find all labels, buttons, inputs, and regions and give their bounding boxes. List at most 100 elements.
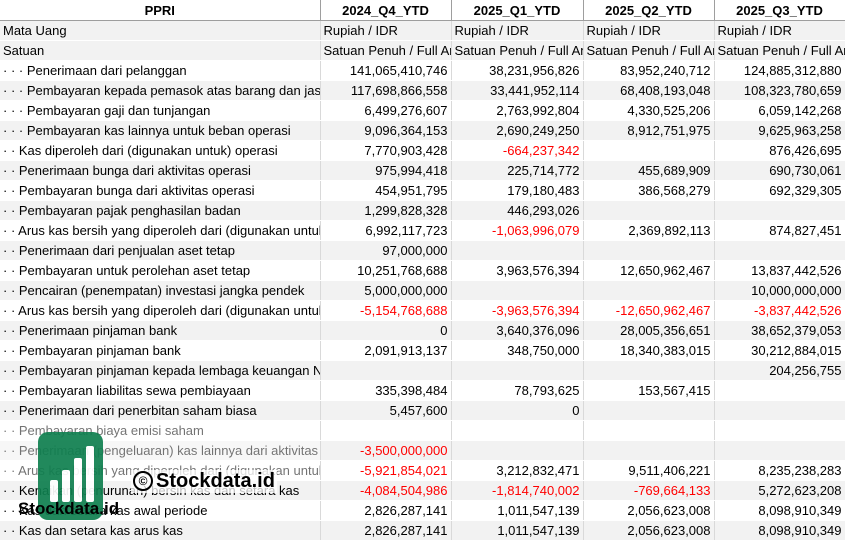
- table-cell[interactable]: [714, 200, 845, 221]
- row-label[interactable]: Mata Uang: [0, 20, 321, 41]
- row-label[interactable]: · · Penerimaan dari penjualan aset tetap: [0, 240, 321, 261]
- table-cell[interactable]: 3,640,376,096: [451, 320, 584, 341]
- table-cell[interactable]: 8,912,751,975: [583, 120, 715, 141]
- row-label[interactable]: · · Kas diperoleh dari (digunakan untuk)…: [0, 140, 321, 161]
- table-cell[interactable]: 9,625,963,258: [714, 120, 845, 141]
- row-label[interactable]: · · Penerimaan dari penerbitan saham bia…: [0, 400, 321, 421]
- table-cell[interactable]: 9,511,406,221: [583, 460, 715, 481]
- table-cell[interactable]: 225,714,772: [451, 160, 584, 181]
- table-cell[interactable]: 179,180,483: [451, 180, 584, 201]
- row-label[interactable]: · · Pembayaran untuk perolehan aset teta…: [0, 260, 321, 281]
- table-cell[interactable]: -3,500,000,000: [320, 440, 452, 461]
- table-cell[interactable]: 2,056,623,008: [583, 500, 715, 521]
- table-cell[interactable]: [583, 400, 715, 421]
- table-cell[interactable]: 13,837,442,526: [714, 260, 845, 281]
- corner-header[interactable]: PPRI: [0, 0, 321, 21]
- table-cell[interactable]: 28,005,356,651: [583, 320, 715, 341]
- table-cell[interactable]: -4,084,504,986: [320, 480, 452, 501]
- table-cell[interactable]: 68,408,193,048: [583, 80, 715, 101]
- table-cell[interactable]: Rupiah / IDR: [451, 20, 584, 41]
- table-cell[interactable]: 38,652,379,053: [714, 320, 845, 341]
- table-cell[interactable]: 6,499,276,607: [320, 100, 452, 121]
- table-cell[interactable]: Satuan Penuh / Full Amount: [320, 40, 452, 61]
- table-cell[interactable]: 4,330,525,206: [583, 100, 715, 121]
- table-cell[interactable]: [714, 380, 845, 401]
- table-cell[interactable]: 10,000,000,000: [714, 280, 845, 301]
- table-cell[interactable]: -664,237,342: [451, 140, 584, 161]
- table-cell[interactable]: [320, 360, 452, 381]
- row-label[interactable]: · · · Pembayaran kas lainnya untuk beban…: [0, 120, 321, 141]
- row-label[interactable]: · · Pembayaran pinjaman kepada lembaga k…: [0, 360, 321, 381]
- table-cell[interactable]: -1,814,740,002: [451, 480, 584, 501]
- table-cell[interactable]: 876,426,695: [714, 140, 845, 161]
- table-cell[interactable]: [714, 440, 845, 461]
- table-cell[interactable]: 97,000,000: [320, 240, 452, 261]
- table-cell[interactable]: 1,299,828,328: [320, 200, 452, 221]
- table-cell[interactable]: 692,329,305: [714, 180, 845, 201]
- table-cell[interactable]: 3,212,832,471: [451, 460, 584, 481]
- table-cell[interactable]: 6,059,142,268: [714, 100, 845, 121]
- table-cell[interactable]: -5,921,854,021: [320, 460, 452, 481]
- table-cell[interactable]: [583, 440, 715, 461]
- table-cell[interactable]: Rupiah / IDR: [714, 20, 845, 41]
- table-cell[interactable]: 117,698,866,558: [320, 80, 452, 101]
- table-cell[interactable]: -3,963,576,394: [451, 300, 584, 321]
- row-label[interactable]: · · Penerimaan pinjaman bank: [0, 320, 321, 341]
- table-cell[interactable]: 8,098,910,349: [714, 500, 845, 521]
- table-cell[interactable]: 1,011,547,139: [451, 500, 584, 521]
- row-label[interactable]: · · · Pembayaran kepada pemasok atas bar…: [0, 80, 321, 101]
- table-cell[interactable]: 5,000,000,000: [320, 280, 452, 301]
- table-cell[interactable]: [451, 360, 584, 381]
- table-cell[interactable]: 18,340,383,015: [583, 340, 715, 361]
- table-cell[interactable]: 2,091,913,137: [320, 340, 452, 361]
- table-cell[interactable]: [583, 140, 715, 161]
- row-label[interactable]: · · Arus kas bersih yang diperoleh dari …: [0, 220, 321, 241]
- table-cell[interactable]: Rupiah / IDR: [583, 20, 715, 41]
- table-cell[interactable]: 5,272,623,208: [714, 480, 845, 501]
- table-cell[interactable]: 335,398,484: [320, 380, 452, 401]
- column-header[interactable]: 2025_Q2_YTD: [583, 0, 715, 21]
- table-cell[interactable]: 0: [320, 320, 452, 341]
- table-cell[interactable]: 2,826,287,141: [320, 500, 452, 521]
- row-label[interactable]: · · Arus kas bersih yang diperoleh dari …: [0, 300, 321, 321]
- table-cell[interactable]: 2,369,892,113: [583, 220, 715, 241]
- table-cell[interactable]: [451, 280, 584, 301]
- table-cell[interactable]: 446,293,026: [451, 200, 584, 221]
- table-cell[interactable]: 33,441,952,114: [451, 80, 584, 101]
- table-cell[interactable]: 2,826,287,141: [320, 520, 452, 541]
- column-header[interactable]: 2025_Q3_YTD: [714, 0, 845, 21]
- table-cell[interactable]: [714, 420, 845, 441]
- table-cell[interactable]: -1,063,996,079: [451, 220, 584, 241]
- row-label[interactable]: · · · Penerimaan dari pelanggan: [0, 60, 321, 81]
- table-cell[interactable]: 2,690,249,250: [451, 120, 584, 141]
- row-label[interactable]: · · · Pembayaran gaji dan tunjangan: [0, 100, 321, 121]
- table-cell[interactable]: [320, 420, 452, 441]
- table-cell[interactable]: 141,065,410,746: [320, 60, 452, 81]
- table-cell[interactable]: Satuan Penuh / Full Amount: [583, 40, 715, 61]
- table-cell[interactable]: [583, 280, 715, 301]
- row-label[interactable]: · · Pembayaran pinjaman bank: [0, 340, 321, 361]
- table-cell[interactable]: 10,251,768,688: [320, 260, 452, 281]
- row-label[interactable]: · · Pencairan (penempatan) investasi jan…: [0, 280, 321, 301]
- table-cell[interactable]: 30,212,884,015: [714, 340, 845, 361]
- row-label[interactable]: · · Pembayaran pajak penghasilan badan: [0, 200, 321, 221]
- table-cell[interactable]: 3,963,576,394: [451, 260, 584, 281]
- table-cell[interactable]: 204,256,755: [714, 360, 845, 381]
- table-cell[interactable]: [451, 420, 584, 441]
- row-label[interactable]: · · Pembayaran liabilitas sewa pembiayaa…: [0, 380, 321, 401]
- table-cell[interactable]: 9,096,364,153: [320, 120, 452, 141]
- table-cell[interactable]: 78,793,625: [451, 380, 584, 401]
- table-cell[interactable]: [714, 400, 845, 421]
- table-cell[interactable]: 2,763,992,804: [451, 100, 584, 121]
- table-cell[interactable]: -3,837,442,526: [714, 300, 845, 321]
- column-header[interactable]: 2024_Q4_YTD: [320, 0, 452, 21]
- table-cell[interactable]: 153,567,415: [583, 380, 715, 401]
- table-cell[interactable]: [451, 240, 584, 261]
- column-header[interactable]: 2025_Q1_YTD: [451, 0, 584, 21]
- table-cell[interactable]: [714, 240, 845, 261]
- row-label[interactable]: · · Kas dan setara kas arus kas: [0, 520, 321, 541]
- table-cell[interactable]: 2,056,623,008: [583, 520, 715, 541]
- table-cell[interactable]: Satuan Penuh / Full Amount: [451, 40, 584, 61]
- table-cell[interactable]: 108,323,780,659: [714, 80, 845, 101]
- table-cell[interactable]: 12,650,962,467: [583, 260, 715, 281]
